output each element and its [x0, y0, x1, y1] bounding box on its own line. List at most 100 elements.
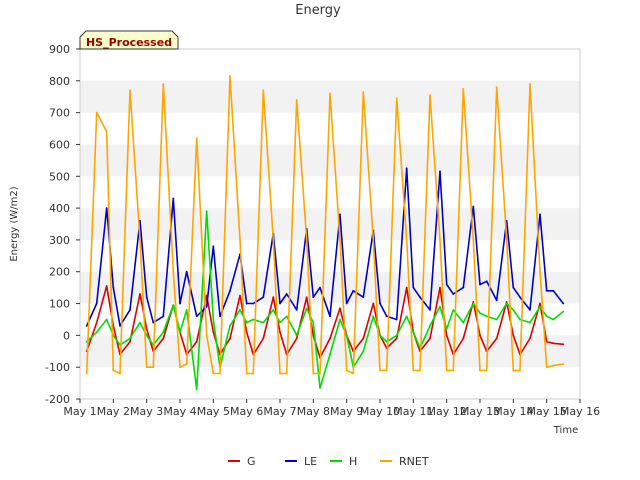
data-point-g	[272, 296, 275, 299]
data-point-rnet	[219, 372, 221, 375]
data-point-rnet	[145, 366, 148, 369]
data-point-rnet	[329, 92, 331, 95]
data-point-le	[329, 315, 331, 318]
y-tick-label: 800	[49, 75, 70, 88]
data-point-rnet	[529, 83, 531, 85]
data-point-h	[305, 307, 308, 310]
data-point-h	[312, 321, 315, 324]
chart-title: Energy	[295, 3, 341, 18]
x-tick-label: May 9	[330, 405, 363, 418]
data-point-le	[429, 309, 431, 311]
data-point-h	[162, 331, 165, 334]
data-point-le	[205, 305, 208, 308]
data-point-rnet	[162, 83, 165, 85]
legend-label: LE	[304, 455, 317, 468]
data-point-le	[262, 296, 265, 299]
data-point-h	[362, 350, 365, 353]
data-point-le	[462, 286, 465, 289]
data-point-le	[112, 286, 115, 289]
data-point-le	[562, 302, 565, 305]
data-point-h	[262, 321, 265, 324]
data-point-g	[429, 337, 431, 340]
data-point-g	[539, 302, 541, 305]
data-point-g	[95, 321, 98, 324]
data-point-le	[379, 302, 381, 305]
data-point-g	[245, 331, 248, 334]
data-point-rnet	[245, 372, 248, 375]
data-point-h	[329, 353, 331, 356]
data-point-le	[405, 167, 408, 170]
data-point-rnet	[379, 369, 381, 372]
data-point-rnet	[272, 239, 275, 241]
x-tick-label: May 6	[230, 405, 263, 418]
data-point-h	[539, 305, 541, 308]
data-point-g	[512, 334, 515, 337]
legend-label: H	[349, 455, 357, 468]
legend-item-rnet: RNET	[380, 455, 429, 468]
status-badge: HS_Processed	[79, 30, 179, 50]
data-point-rnet	[429, 94, 431, 97]
data-point-g	[279, 331, 281, 334]
data-point-le	[162, 315, 165, 318]
legend-item-le: LE	[285, 455, 317, 468]
data-point-h	[345, 334, 348, 337]
data-point-le	[385, 315, 388, 318]
data-point-le	[352, 289, 355, 292]
data-point-h	[319, 386, 321, 389]
data-point-g	[495, 337, 498, 340]
data-point-le	[185, 270, 188, 273]
data-point-rnet	[179, 366, 181, 369]
data-point-g	[145, 328, 148, 330]
data-point-h	[129, 337, 131, 340]
x-tick-label: May 4	[163, 405, 196, 418]
data-point-rnet	[445, 369, 448, 372]
data-point-g	[479, 334, 481, 337]
data-point-rnet	[472, 239, 475, 241]
data-point-h	[505, 302, 508, 305]
data-point-le	[145, 296, 148, 299]
data-point-h	[429, 324, 431, 327]
x-tick-label: May 11	[393, 405, 433, 418]
data-point-rnet	[95, 111, 98, 114]
data-point-rnet	[85, 372, 88, 375]
data-point-rnet	[295, 99, 298, 101]
series-line-le	[85, 167, 564, 327]
data-point-rnet	[512, 369, 515, 372]
data-point-le	[95, 302, 98, 305]
data-point-h	[462, 321, 465, 324]
x-tick-label: May 7	[263, 405, 296, 418]
data-point-rnet	[545, 366, 548, 369]
status-badge-label: HS_Processed	[86, 36, 172, 49]
data-point-h	[95, 331, 98, 334]
data-point-h	[379, 334, 381, 337]
x-tick-label: May 10	[360, 405, 400, 418]
data-point-rnet	[562, 363, 565, 365]
data-point-rnet	[185, 363, 188, 365]
data-point-le	[445, 283, 448, 286]
grid-band	[80, 176, 580, 209]
data-point-h	[212, 318, 215, 321]
y-tick-label: -100	[45, 361, 70, 374]
data-point-rnet	[129, 89, 131, 92]
data-point-g	[112, 324, 115, 327]
y-tick-label: 900	[49, 43, 70, 56]
data-point-rnet	[152, 366, 155, 369]
data-point-le	[229, 289, 231, 292]
y-tick-label: 600	[49, 138, 70, 151]
data-point-h	[172, 304, 175, 307]
data-point-rnet	[539, 270, 541, 273]
x-tick-label: May 2	[97, 405, 130, 418]
data-point-g	[545, 340, 548, 343]
data-point-rnet	[552, 364, 555, 367]
data-point-le	[512, 286, 515, 289]
y-tick-label: 0	[63, 329, 70, 342]
data-point-h	[229, 324, 231, 327]
y-tick-label: -200	[45, 393, 70, 406]
data-point-rnet	[312, 372, 315, 375]
data-point-g	[529, 337, 531, 340]
data-point-le	[195, 315, 198, 318]
y-tick-label: 300	[49, 234, 70, 247]
data-point-h	[372, 315, 375, 318]
y-tick-label: 700	[49, 107, 70, 120]
data-point-rnet	[479, 369, 481, 372]
